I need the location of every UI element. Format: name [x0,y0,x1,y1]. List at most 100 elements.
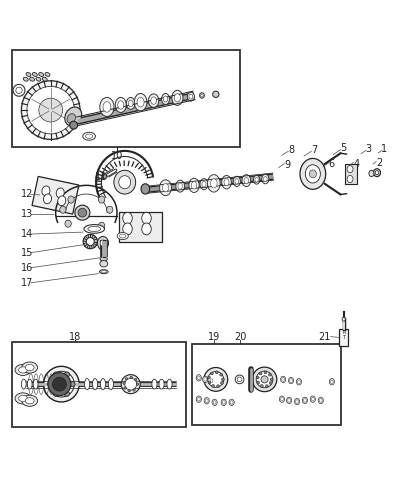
Ellipse shape [222,378,225,381]
Ellipse shape [53,372,59,377]
Ellipse shape [264,371,267,374]
Ellipse shape [262,174,269,184]
Ellipse shape [235,375,244,384]
Text: 16: 16 [21,263,33,273]
Ellipse shape [320,398,322,402]
Ellipse shape [48,372,71,396]
Ellipse shape [65,107,82,126]
Ellipse shape [115,97,126,112]
Ellipse shape [121,374,140,394]
Ellipse shape [128,100,133,107]
Ellipse shape [280,397,284,401]
Ellipse shape [114,170,135,194]
Ellipse shape [237,377,242,382]
Text: 10: 10 [111,151,123,161]
Ellipse shape [21,81,80,139]
Ellipse shape [100,97,114,117]
Ellipse shape [25,364,34,371]
Text: 14: 14 [21,229,33,239]
Ellipse shape [298,380,301,384]
Ellipse shape [83,234,97,249]
Ellipse shape [191,181,197,189]
Ellipse shape [32,72,37,76]
FancyBboxPatch shape [119,212,162,241]
Ellipse shape [33,379,38,389]
Ellipse shape [221,399,227,406]
Ellipse shape [84,225,105,233]
Ellipse shape [142,223,151,235]
Ellipse shape [16,87,22,94]
Ellipse shape [305,165,320,183]
Ellipse shape [196,396,202,402]
Ellipse shape [56,188,64,198]
Ellipse shape [210,379,213,383]
Bar [345,164,357,184]
Ellipse shape [68,196,74,203]
Ellipse shape [134,94,147,111]
Ellipse shape [120,234,126,238]
Ellipse shape [280,376,286,383]
Text: 9: 9 [284,160,290,170]
Ellipse shape [244,178,249,184]
Ellipse shape [200,93,204,98]
Ellipse shape [220,373,223,376]
Ellipse shape [65,372,70,377]
Ellipse shape [261,376,268,383]
Ellipse shape [44,366,79,402]
Ellipse shape [78,208,87,217]
Ellipse shape [176,180,185,192]
Ellipse shape [261,384,263,387]
Ellipse shape [329,379,335,385]
Ellipse shape [303,397,308,404]
Ellipse shape [49,371,74,397]
Ellipse shape [279,396,285,402]
Text: 7: 7 [311,144,317,155]
Ellipse shape [202,181,206,187]
Ellipse shape [295,400,299,403]
Ellipse shape [256,376,259,379]
Ellipse shape [215,371,218,374]
Ellipse shape [19,396,27,401]
Ellipse shape [212,384,215,387]
Text: 2: 2 [376,158,383,168]
Ellipse shape [99,222,105,229]
Ellipse shape [206,399,208,403]
Ellipse shape [23,77,28,81]
Ellipse shape [330,380,333,384]
Ellipse shape [159,379,164,389]
Ellipse shape [101,271,107,273]
Ellipse shape [167,379,172,389]
Ellipse shape [67,114,76,123]
Bar [192,344,341,425]
Ellipse shape [19,367,27,373]
Ellipse shape [375,171,379,175]
Ellipse shape [342,317,345,321]
Ellipse shape [295,398,300,405]
Text: 13: 13 [21,209,33,219]
Ellipse shape [99,196,105,203]
Ellipse shape [88,227,101,231]
Ellipse shape [119,176,131,189]
Ellipse shape [217,385,219,387]
Text: 12: 12 [21,190,33,200]
Text: 1: 1 [381,144,387,154]
Ellipse shape [208,376,210,379]
Ellipse shape [141,184,150,194]
Bar [339,329,348,346]
Ellipse shape [255,178,258,182]
Ellipse shape [287,397,291,404]
Ellipse shape [148,94,159,108]
Ellipse shape [187,92,194,101]
Ellipse shape [58,196,66,206]
Ellipse shape [201,94,203,97]
Ellipse shape [203,376,208,383]
Ellipse shape [189,94,193,99]
Ellipse shape [204,397,209,404]
Ellipse shape [21,379,26,389]
Ellipse shape [263,177,267,181]
Ellipse shape [44,194,51,204]
Ellipse shape [208,175,220,192]
Ellipse shape [172,90,183,106]
Ellipse shape [53,391,59,396]
Ellipse shape [198,397,200,401]
